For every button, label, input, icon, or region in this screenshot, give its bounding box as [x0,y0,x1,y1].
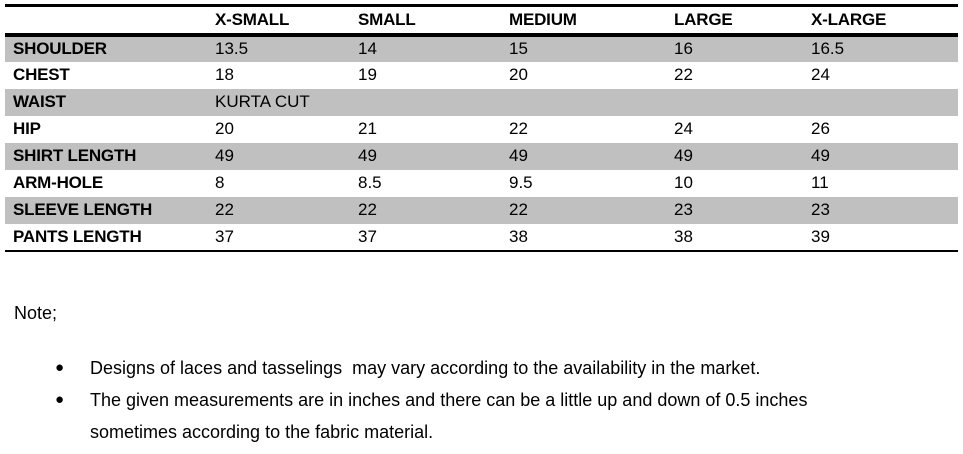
cell: 38 [674,226,693,246]
table-row-pants-length: PANTS LENGTH 37 37 38 38 39 [5,224,958,251]
cell: 13.5 [215,34,358,62]
cell: 14 [358,34,509,62]
row-label: WAIST [5,88,215,116]
cell: 22 [509,119,528,138]
note-bullet-text: Designs of laces and tasselings may vary… [90,357,761,378]
cell: 49 [811,142,958,170]
note-bullet-item: ● The given measurements are in inches a… [14,384,963,448]
cell [674,88,811,116]
cell: 22 [358,196,509,224]
table-row-sleeve-length: SLEEVE LENGTH 22 22 22 23 23 [5,196,958,224]
row-label: SLEEVE LENGTH [5,196,215,224]
cell: 21 [358,119,377,138]
cell: 15 [509,34,674,62]
cell: 39 [811,226,830,246]
note-bullet-text: The given measurements are in inches and… [90,389,813,442]
cell: 37 [215,226,234,246]
size-chart-table: X-SMALL SMALL MEDIUM LARGE X-LARGE SHOUL… [5,4,958,252]
cell: 49 [674,142,811,170]
table-row-chest: CHEST 18 19 20 22 24 [5,62,958,89]
cell: 11 [811,173,829,192]
cell [358,88,509,116]
bullet-icon: ● [55,390,65,408]
cell: 38 [509,226,528,246]
note-heading: Note; [14,302,58,323]
column-header-large: LARGE [674,5,811,37]
row-label: ARM-HOLE [13,173,103,192]
cell: 8.5 [358,173,382,192]
cell: 24 [674,119,693,138]
bullet-icon: ● [55,358,65,376]
row-label: PANTS LENGTH [13,226,142,246]
table-row-shirt-length: SHIRT LENGTH 49 49 49 49 49 [5,142,958,170]
table-row-hip: HIP 20 21 22 24 26 [5,116,958,143]
cell: KURTA CUT [215,88,358,116]
cell: 20 [509,65,528,84]
cell [509,88,674,116]
note-section: Note; ● Designs of laces and tasselings … [14,302,963,448]
cell: 49 [358,142,509,170]
header-row: X-SMALL SMALL MEDIUM LARGE X-LARGE [5,5,958,37]
cell: 20 [215,119,234,138]
cell: 37 [358,226,377,246]
column-header-blank [5,5,215,37]
cell: 9.5 [509,173,533,192]
cell: 18 [215,65,234,84]
column-header-medium: MEDIUM [509,5,674,37]
column-header-x-small: X-SMALL [215,5,358,37]
cell: 8 [215,173,225,192]
row-label: CHEST [13,65,70,84]
cell: 49 [509,142,674,170]
cell [811,88,958,116]
cell: 22 [509,196,674,224]
cell: 22 [674,65,693,84]
cell: 49 [215,142,358,170]
cell: 16 [674,34,811,62]
cell: 10 [674,173,693,192]
row-label: SHIRT LENGTH [5,142,215,170]
row-label: HIP [13,119,41,138]
column-header-small: SMALL [358,5,509,37]
cell: 24 [811,65,830,84]
cell: 19 [358,65,377,84]
cell: 23 [674,196,811,224]
table-row-shoulder: SHOULDER 13.5 14 15 16 16.5 [5,34,958,62]
cell: 22 [215,196,358,224]
note-bullet-item: ● Designs of laces and tasselings may va… [14,352,963,384]
table-row-arm-hole: ARM-HOLE 8 8.5 9.5 10 11 [5,170,958,197]
cell: 16.5 [811,34,958,62]
row-label: SHOULDER [5,34,215,62]
cell: 26 [811,119,830,138]
column-header-x-large: X-LARGE [811,5,958,37]
table-row-waist: WAIST KURTA CUT [5,88,958,116]
cell: 23 [811,196,958,224]
